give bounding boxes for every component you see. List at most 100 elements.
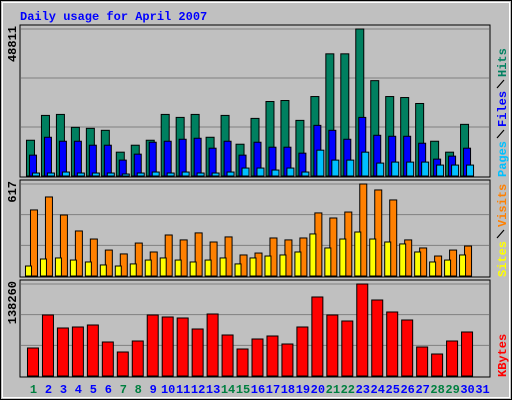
- bar: [359, 183, 368, 277]
- bar: [54, 257, 62, 277]
- bar: [26, 347, 39, 377]
- x-tick-label: 13: [206, 383, 220, 397]
- x-tick-label: 1: [30, 383, 37, 397]
- bar: [136, 172, 145, 177]
- graph-title: Daily usage for April 2007: [20, 10, 207, 24]
- x-tick-label: 27: [415, 383, 429, 397]
- bar: [71, 326, 84, 377]
- bar: [193, 137, 202, 177]
- bar: [161, 316, 174, 377]
- x-tick-label: 18: [281, 383, 295, 397]
- y-max-label: 617: [6, 181, 20, 203]
- x-tick-label: 25: [386, 383, 400, 397]
- x-tick-label: 31: [475, 383, 489, 397]
- x-tick-label: 21: [326, 383, 340, 397]
- x-tick-label: 6: [105, 383, 112, 397]
- bar: [369, 238, 377, 277]
- bar: [131, 340, 144, 377]
- bar: [429, 261, 437, 277]
- bar: [119, 253, 128, 277]
- y-max-label: 48811: [6, 26, 20, 62]
- bar: [361, 151, 370, 177]
- bar: [436, 164, 445, 177]
- bar: [181, 171, 190, 177]
- bar: [73, 140, 82, 177]
- x-tick-label: 2: [45, 383, 52, 397]
- bar: [91, 172, 100, 177]
- bar: [294, 251, 302, 277]
- bar: [399, 243, 407, 277]
- bar: [279, 254, 287, 277]
- legend-entry: KBytes: [496, 334, 510, 377]
- bar: [224, 236, 233, 277]
- bar: [29, 209, 38, 277]
- bar: [431, 353, 444, 377]
- bar: [166, 172, 175, 177]
- bar: [164, 234, 173, 277]
- bar: [88, 144, 97, 177]
- x-tick-label: 15: [236, 383, 250, 397]
- bar: [46, 172, 55, 177]
- bar: [384, 241, 392, 277]
- bar: [159, 257, 167, 277]
- x-tick-label: 22: [341, 383, 355, 397]
- bar: [309, 233, 317, 277]
- bar: [386, 311, 399, 377]
- bar: [179, 239, 188, 277]
- bar: [331, 159, 340, 177]
- legend-entry: Visits: [496, 184, 510, 227]
- bar: [391, 161, 400, 177]
- legend-entry: Files: [496, 91, 510, 127]
- bar: [134, 242, 143, 277]
- bar: [59, 214, 68, 277]
- bar: [44, 196, 53, 277]
- bar: [444, 259, 452, 277]
- bar: [329, 217, 338, 277]
- legend-entry: Hits: [496, 48, 510, 77]
- bar: [461, 331, 474, 377]
- bar: [466, 164, 475, 177]
- bar: [194, 232, 203, 277]
- legend-separator: [496, 79, 505, 89]
- bar: [316, 149, 325, 177]
- bar: [178, 138, 187, 177]
- bar: [286, 167, 295, 177]
- bar: [211, 172, 220, 177]
- bar: [376, 162, 385, 177]
- bar: [189, 261, 197, 277]
- bar: [234, 263, 242, 277]
- bar: [208, 147, 217, 177]
- bar: [446, 340, 459, 377]
- bar: [301, 171, 310, 177]
- bar: [249, 257, 257, 277]
- bar: [148, 141, 157, 177]
- bar: [271, 169, 280, 177]
- bar: [144, 259, 152, 277]
- bar: [41, 314, 54, 377]
- x-tick-label: 23: [356, 383, 370, 397]
- bar: [459, 254, 467, 277]
- bar: [31, 172, 40, 177]
- x-tick-label: 9: [150, 383, 157, 397]
- bar: [191, 328, 204, 377]
- bar: [451, 164, 460, 177]
- bar: [251, 338, 264, 377]
- y-max-label: 138260: [6, 281, 20, 324]
- bar: [256, 167, 265, 177]
- legend-separator: [496, 129, 505, 139]
- bar: [356, 283, 369, 377]
- bar: [371, 299, 384, 377]
- x-tick-label: 10: [161, 383, 175, 397]
- bar: [341, 320, 354, 377]
- x-tick-label: 29: [445, 383, 459, 397]
- bar: [223, 140, 232, 177]
- bar: [196, 172, 205, 177]
- bar: [241, 167, 250, 177]
- x-tick-label: 28: [430, 383, 444, 397]
- bar: [281, 343, 294, 377]
- x-tick-label: 5: [90, 383, 97, 397]
- legend-entry: Pages: [496, 141, 510, 177]
- bar: [324, 247, 332, 277]
- bar: [374, 189, 383, 277]
